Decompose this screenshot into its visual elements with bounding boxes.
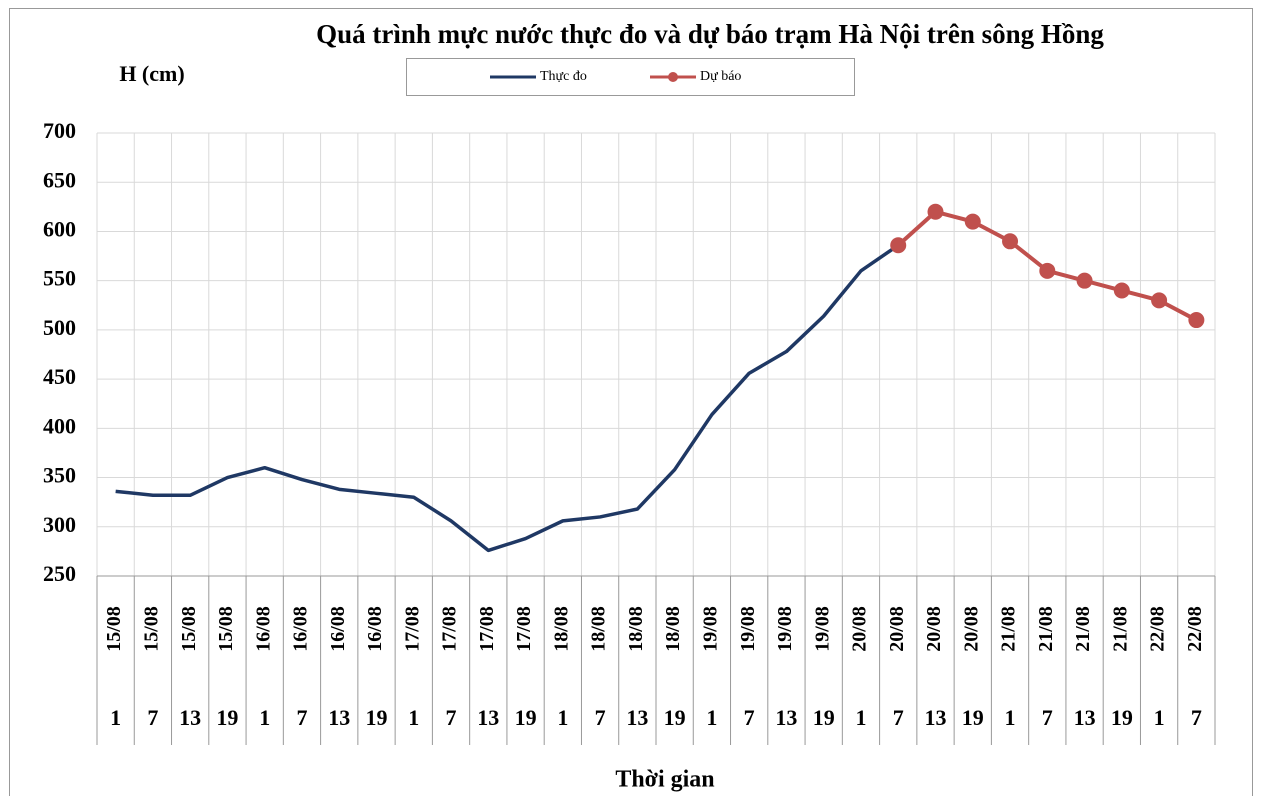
x-subcategory-label: 1 [110, 705, 121, 730]
y-tick-label: 250 [43, 561, 76, 586]
series-marker [1188, 312, 1205, 329]
x-subcategory-label: 7 [446, 705, 457, 730]
x-tick-label: 15/08 [140, 606, 162, 652]
x-tick-label: 19/08 [699, 606, 721, 652]
legend-marker [668, 72, 678, 82]
chart-title: Quá trình mực nước thực đo và dự báo trạ… [316, 19, 1104, 49]
x-tick-label: 18/08 [550, 606, 572, 652]
x-subcategory-label: 7 [1191, 705, 1202, 730]
x-tick-label: 17/08 [439, 606, 461, 652]
series-marker [1002, 233, 1019, 250]
x-tick-label: 19/08 [737, 606, 759, 652]
x-axis-label: Thời gian [615, 767, 714, 793]
series-marker [1039, 262, 1056, 279]
x-subcategory-label: 1 [557, 705, 568, 730]
x-tick-label: 21/08 [998, 606, 1020, 652]
x-tick-label: 15/08 [215, 606, 237, 652]
x-tick-label: 22/08 [1184, 606, 1206, 652]
y-tick-label: 550 [43, 266, 76, 291]
y-tick-label: 400 [43, 413, 76, 438]
y-axis-label: H (cm) [119, 61, 184, 86]
x-tick-label: 18/08 [625, 606, 647, 652]
x-tick-label: 20/08 [849, 606, 871, 652]
y-tick-label: 700 [43, 118, 76, 143]
x-subcategory-label: 1 [1154, 705, 1165, 730]
series-marker [1151, 292, 1168, 309]
y-tick-label: 350 [43, 463, 76, 488]
x-subcategory-label: 13 [179, 705, 201, 730]
x-tick-label: 20/08 [886, 606, 908, 652]
x-subcategory-label: 19 [962, 705, 984, 730]
x-tick-label: 15/08 [103, 606, 125, 652]
y-tick-label: 650 [43, 167, 76, 192]
x-subcategory-label: 19 [813, 705, 835, 730]
x-subcategory-label: 19 [664, 705, 686, 730]
x-tick-label: 19/08 [811, 606, 833, 652]
x-tick-label: 18/08 [662, 606, 684, 652]
x-tick-label: 18/08 [588, 606, 610, 652]
x-tick-label: 16/08 [252, 606, 274, 652]
x-tick-label: 21/08 [1072, 606, 1094, 652]
x-subcategory-label: 19 [1111, 705, 1133, 730]
x-subcategory-label: 1 [855, 705, 866, 730]
x-subcategory-label: 1 [706, 705, 717, 730]
x-tick-label: 16/08 [327, 606, 349, 652]
x-subcategory-label: 13 [477, 705, 499, 730]
x-subcategory-label: 1 [1005, 705, 1016, 730]
series-marker [927, 203, 944, 220]
x-subcategory-label: 7 [1042, 705, 1053, 730]
x-subcategory-label: 13 [775, 705, 797, 730]
legend-box [406, 58, 855, 96]
x-subcategory-label: 7 [147, 705, 158, 730]
x-tick-label: 22/08 [1147, 606, 1169, 652]
x-tick-label: 15/08 [178, 606, 200, 652]
x-subcategory-label: 7 [296, 705, 307, 730]
x-subcategory-label: 13 [925, 705, 947, 730]
chart-border [9, 8, 1253, 796]
y-tick-label: 500 [43, 315, 76, 340]
x-subcategory-label: 19 [366, 705, 388, 730]
x-subcategory-label: 7 [744, 705, 755, 730]
x-subcategory-label: 19 [515, 705, 537, 730]
x-subcategory-label: 7 [595, 705, 606, 730]
x-tick-label: 20/08 [923, 606, 945, 652]
x-tick-label: 16/08 [364, 606, 386, 652]
series-marker [1113, 282, 1130, 299]
x-subcategory-label: 13 [626, 705, 648, 730]
x-subcategory-label: 1 [259, 705, 270, 730]
x-subcategory-label: 19 [216, 705, 238, 730]
x-tick-label: 21/08 [1035, 606, 1057, 652]
x-tick-label: 17/08 [401, 606, 423, 652]
x-subcategory-label: 13 [328, 705, 350, 730]
x-subcategory-label: 13 [1074, 705, 1096, 730]
x-tick-label: 16/08 [290, 606, 312, 652]
x-tick-label: 21/08 [1109, 606, 1131, 652]
x-tick-label: 20/08 [960, 606, 982, 652]
x-subcategory-label: 7 [893, 705, 904, 730]
x-tick-label: 17/08 [513, 606, 535, 652]
legend-label: Dự báo [700, 69, 741, 84]
x-tick-label: 19/08 [774, 606, 796, 652]
series-marker [964, 213, 981, 230]
y-tick-label: 450 [43, 364, 76, 389]
y-tick-label: 600 [43, 216, 76, 241]
series-line [115, 243, 900, 553]
y-tick-label: 300 [43, 512, 76, 537]
x-subcategory-label: 1 [408, 705, 419, 730]
series-marker [890, 237, 907, 254]
legend-label: Thực đo [540, 69, 587, 84]
x-tick-label: 17/08 [476, 606, 498, 652]
series-marker [1076, 272, 1093, 289]
